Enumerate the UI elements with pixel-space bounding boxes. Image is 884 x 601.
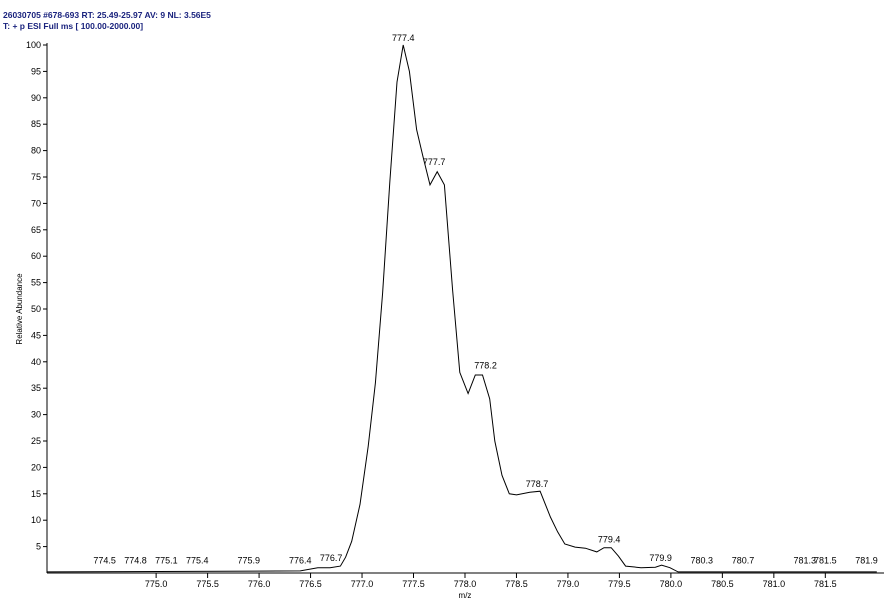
x-tick-label: 781.5 xyxy=(814,579,837,589)
x-tick-label: 780.5 xyxy=(711,579,734,589)
peak-label: 774.5 xyxy=(93,556,116,566)
y-tick-label: 40 xyxy=(31,357,41,367)
x-tick-label: 775.0 xyxy=(145,579,168,589)
y-tick-label: 80 xyxy=(31,146,41,156)
spectrum-line xyxy=(46,44,877,573)
y-tick-label: 5 xyxy=(36,542,41,552)
x-tick-label: 777.0 xyxy=(351,579,374,589)
peak-label: 778.2 xyxy=(474,360,497,370)
y-tick-label: 65 xyxy=(31,225,41,235)
y-tick-label: 10 xyxy=(31,515,41,525)
x-tick-label: 777.5 xyxy=(402,579,425,589)
peak-label: 774.8 xyxy=(124,556,147,566)
peak-label: 781.9 xyxy=(855,556,878,566)
y-tick-label: 75 xyxy=(31,172,41,182)
peak-label: 775.1 xyxy=(155,556,178,566)
peak-label: 779.4 xyxy=(598,535,621,545)
peak-label: 779.9 xyxy=(649,553,672,563)
x-tick-label: 778.0 xyxy=(454,579,477,589)
y-tick-label: 15 xyxy=(31,489,41,499)
y-tick-label: 60 xyxy=(31,251,41,261)
x-tick-label: 780.0 xyxy=(660,579,683,589)
header-line: T: + p ESI Full ms [ 100.00-2000.00] xyxy=(3,21,143,31)
y-axis-label: Relative Abundance xyxy=(15,273,24,345)
y-tick-label: 90 xyxy=(31,93,41,103)
peak-label: 777.4 xyxy=(392,33,415,43)
peak-label: 780.3 xyxy=(691,556,714,566)
y-tick-label: 55 xyxy=(31,278,41,288)
y-tick-label: 70 xyxy=(31,198,41,208)
header-line: 26030705 #678-693 RT: 25.49-25.97 AV: 9 … xyxy=(3,10,211,20)
y-tick-label: 35 xyxy=(31,383,41,393)
y-tick-label: 50 xyxy=(31,304,41,314)
x-tick-label: 779.5 xyxy=(608,579,631,589)
y-tick-label: 45 xyxy=(31,330,41,340)
x-tick-label: 781.0 xyxy=(763,579,786,589)
peak-label: 776.7 xyxy=(320,553,343,563)
peak-label: 778.7 xyxy=(526,479,549,489)
x-axis-label: m/z xyxy=(459,591,472,600)
y-tick-label: 25 xyxy=(31,436,41,446)
x-tick-label: 778.5 xyxy=(505,579,528,589)
y-tick-label: 30 xyxy=(31,410,41,420)
x-tick-label: 776.0 xyxy=(248,579,271,589)
x-tick-label: 776.5 xyxy=(299,579,322,589)
peak-label: 780.7 xyxy=(732,556,755,566)
peak-label: 781.3 xyxy=(793,556,816,566)
peak-label: 781.5 xyxy=(814,556,837,566)
peak-label: 775.9 xyxy=(238,556,261,566)
y-tick-label: 85 xyxy=(31,119,41,129)
peak-label: 775.4 xyxy=(186,556,209,566)
y-tick-label: 20 xyxy=(31,462,41,472)
y-tick-label: 95 xyxy=(31,66,41,76)
peak-label: 776.4 xyxy=(289,556,312,566)
peak-label: 777.7 xyxy=(423,157,446,167)
y-tick-label: 100 xyxy=(26,40,41,50)
x-tick-label: 775.5 xyxy=(196,579,219,589)
x-tick-label: 779.0 xyxy=(557,579,580,589)
